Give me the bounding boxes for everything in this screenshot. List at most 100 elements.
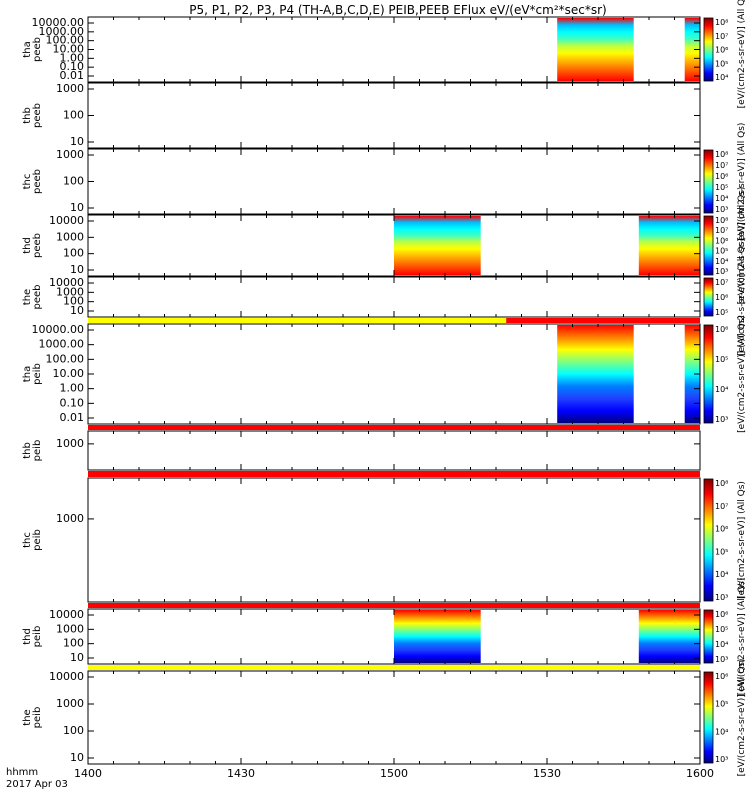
colorbar [703,609,714,664]
spectrogram-block [557,325,634,423]
x-tick-label: 1500 [380,767,408,780]
colorbar [703,324,714,424]
panel-label-probe: tha [22,41,33,57]
colorbar [703,277,714,317]
colorbar-title: [eV/(cm2-s-sr-eV)] (All Qs) [737,123,747,241]
y-tick-label: 0.01 [60,69,85,82]
panel-frame [87,82,701,149]
panel-the-peib: 10000 1000 100 10 the peib 10⁶ 10⁵ 10⁴ 10³ [eV/(cm… [22,659,747,777]
panel-thb-peib: 1000 thb peib [22,430,701,471]
colorbar-tick-label: 10⁶ [715,672,728,681]
colorbar-tick-label: 10⁶ [715,293,728,302]
colorbar-tick-label: 10⁷ [715,226,728,235]
colorbar-tick-label: 10⁶ [715,46,728,55]
colorbar-tick-label: 10⁵ [715,625,728,634]
y-tick-label: 10 [70,201,84,214]
colorbar-tick-label: 10⁵ [715,308,728,317]
colorbar-tick-label: 10⁴ [715,640,728,649]
panel-label-probe: thb [22,442,33,459]
y-tick-label: 10.00 [53,43,85,56]
quality-flag-segment [88,665,700,670]
colorbar-tick-label: 10⁷ [715,32,728,41]
spectrogram-block [557,18,634,81]
spectrogram-block [684,325,700,423]
y-tick-label: 10000 [49,608,84,621]
colorbar-tick-label: 10⁴ [715,257,728,266]
panels-group: 10000.001000.00100.0010.001.000.100.01th… [22,0,747,780]
y-tick-label: 10000 [49,276,84,289]
spectrogram-block [638,610,700,663]
colorbar-tick-label: 10⁴ [715,570,728,579]
colorbar-tick-label: 10⁵ [715,183,728,192]
panel-label-probe: thd [22,237,33,254]
panel-label-instrument: peib [32,440,43,462]
y-tick-label: 100 [63,724,84,737]
y-tick-label: 100.00 [46,34,85,47]
colorbar-tick-label: 10⁴ [715,73,728,82]
colorbar-tick-label: 10⁵ [715,700,728,709]
y-tick-label: 0.10 [60,60,85,73]
colorbar-tick-label: 10³ [715,415,728,424]
panel-label-instrument: peeb [32,169,43,194]
date-label: 2017 Apr 03 [6,779,68,790]
y-tick-label: 10000 [49,670,84,683]
colorbar-tick-label: 10⁴ [715,385,728,394]
panel-label-probe: the [22,709,33,725]
y-tick-label: 1000 [56,512,84,525]
panel-label-probe: thb [22,107,33,124]
y-tick-label: 1000 [56,230,84,243]
y-tick-label: 1000 [56,285,84,298]
panel-label-instrument: peib [32,626,43,648]
colorbar-tick-label: 10⁸ [715,216,728,225]
y-tick-label: 100.00 [46,352,85,365]
y-tick-label: 10 [70,651,84,664]
quality-flag-segment [88,603,700,608]
panel-label-instrument: peib [32,363,43,385]
x-axis-label: hhmm [6,767,38,778]
colorbar-tick-label: 10³ [715,267,728,276]
colorbar-tick-label: 10⁷ [715,502,728,511]
colorbar-title: [eV/(cm2-s-sr-eV)] (All Qs) [737,578,747,696]
y-tick-label: 10000 [49,214,84,227]
colorbar [703,17,714,82]
panel-label-instrument: peeb [32,37,43,62]
y-tick-label: 1000 [56,437,84,450]
panel-label-probe: thc [22,532,33,548]
colorbar-tick-label: 10⁵ [715,247,728,256]
spectrogram-block [394,216,481,275]
y-tick-label: 1000 [56,148,84,161]
colorbar-tick-label: 10⁵ [715,547,728,556]
colorbar-title: [eV/(cm2-s-sr-eV)] (All Qs) [737,238,747,356]
panel-label-probe: thc [22,174,33,190]
colorbar-tick-label: 10⁴ [715,727,728,736]
colorbar-tick-label: 10⁶ [715,525,728,534]
spectrogram-block [638,216,700,275]
panel-frame [87,670,701,765]
chart-title: P5, P1, P2, P3, P4 (TH-A,B,C,D,E) PEIB,P… [189,3,606,17]
spectrogram-block [684,18,700,81]
y-tick-label: 100 [63,295,84,308]
colorbar [703,215,714,276]
colorbar-tick-label: 10⁶ [715,610,728,619]
y-tick-label: 100 [63,247,84,260]
y-tick-label: 0.10 [60,396,85,409]
y-tick-label: 10 [70,304,84,317]
colorbar-title: [eV/(cm2-s-sr-eV)] (All Qs) [737,0,747,108]
panel-thb-peeb: 1000 100 10 thb peeb [22,82,701,149]
colorbar-tick-label: 10⁴ [715,194,728,203]
colorbar-tick-label: 10³ [715,755,728,764]
colorbar-tick-label: 10⁵ [715,59,728,68]
colorbar-tick-label: 10³ [715,593,728,602]
y-tick-label: 100 [63,175,84,188]
panel-label-instrument: peib [32,529,43,551]
colorbar-tick-label: 10⁷ [715,278,728,287]
colorbar-title: [eV/(cm2-s-sr-eV)] (All Qs) [737,481,747,599]
y-tick-label: 1.00 [60,51,85,64]
y-tick-label: 1000 [56,82,84,95]
